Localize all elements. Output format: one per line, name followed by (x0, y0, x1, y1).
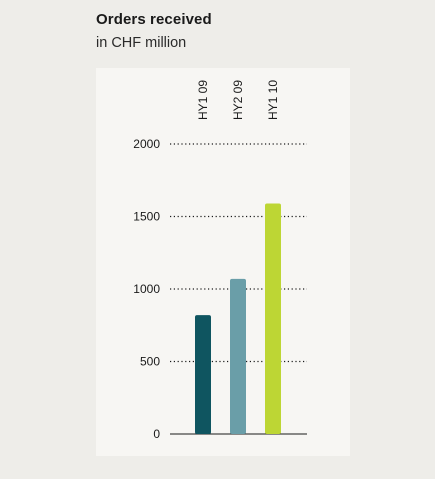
bar (195, 315, 211, 434)
category-label: HY1 10 (266, 80, 280, 120)
category-label: HY1 09 (196, 80, 210, 120)
y-tick-label: 500 (140, 355, 160, 369)
chart-title: Orders received (96, 11, 212, 28)
chart-subtitle: in CHF million (96, 35, 187, 51)
y-tick-label: 0 (153, 427, 160, 441)
y-tick-label: 1500 (133, 210, 160, 224)
y-tick-label: 1000 (133, 282, 160, 296)
chart-card (96, 68, 350, 456)
category-label: HY2 09 (231, 80, 245, 120)
bar (230, 278, 246, 434)
y-tick-label: 2000 (133, 137, 160, 151)
bar (265, 203, 281, 434)
